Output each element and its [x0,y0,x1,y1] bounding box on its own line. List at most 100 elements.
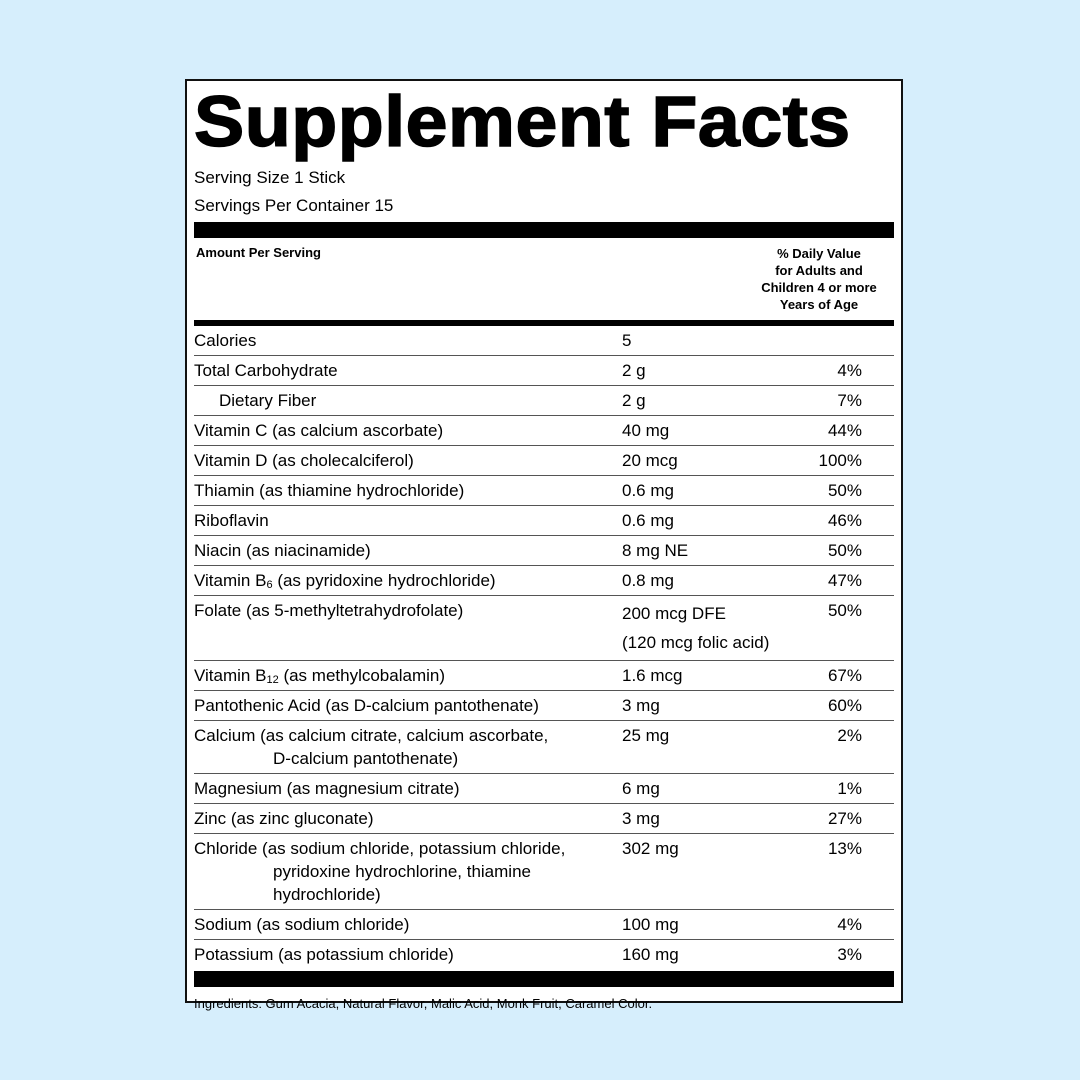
name-text: Potassium (as potassium chloride) [194,945,454,964]
amount: 20 mcg [622,449,802,472]
nutrient-name-line: Potassium (as potassium chloride) [194,943,622,966]
nutrient-name: Vitamin C (as calcium ascorbate) [194,419,622,442]
title: Supplement Facts [193,83,851,162]
daily-value: 4% [837,361,862,380]
nutrient-name-line: Sodium (as sodium chloride) [194,913,622,936]
nutrient-row: Folate (as 5-methyltetrahydrofolate) 200 … [194,596,894,661]
amount-value: 20 mcg [622,451,678,470]
name-text: Magnesium (as magnesium citrate) [194,779,460,798]
nutrient-row: Chloride (as sodium chloride, potassium … [194,834,894,910]
nutrient-name-line: Vitamin C (as calcium ascorbate) [194,419,622,442]
nutrient-name-line: Vitamin D (as cholecalciferol) [194,449,622,472]
amount-value: 25 mg [622,726,670,745]
nutrient-row: Sodium (as sodium chloride) 100 mg 4% [194,910,894,940]
name-text: Riboflavin [194,511,269,530]
amount-value: 40 mg [622,421,670,440]
nutrient-row: Dietary Fiber 2 g 7% [194,386,894,416]
nutrient-row: Calories 5 [194,326,894,356]
daily-value-header: % Daily Value for Adults and Children 4 or… [744,245,894,313]
amount-value: 2 g [622,361,646,380]
daily-value: 44% [827,421,862,440]
nutrient-name-line: hydrochloride) [273,885,381,904]
name-text: Calories [194,331,257,350]
nutrient-row: Magnesium (as magnesium citrate) 6 mg 1% [194,774,894,804]
name-text: Zinc (as zinc gluconate) [194,809,374,828]
amount: 0.6 mg [622,509,802,532]
nutrient-name-line: Total Carbohydrate [194,359,622,382]
nutrient-name-line: Thiamin (as thiamine hydrochloride) [194,479,622,502]
nutrient-row: Total Carbohydrate 2 g 4% [194,356,894,386]
amount-value: 3 mg [622,809,660,828]
name-text: Folate (as 5-methyltetrahydrofolate) [194,601,464,620]
amount-value: 200 mcg DFE [622,604,726,623]
amount: 6 mg [622,777,802,800]
daily-value: 46% [827,511,862,530]
amount-value: 2 g [622,391,646,410]
daily-value-header-line: % Daily Value [777,246,861,261]
nutrient-name: Dietary Fiber [194,389,622,412]
nutrient-name-line: Vitamin B12 (as methylcobalamin) [194,664,622,687]
nutrient-name-line: Magnesium (as magnesium citrate) [194,777,622,800]
nutrient-name: Zinc (as zinc gluconate) [194,807,622,830]
daily-value: 50% [827,541,862,560]
amount: 100 mg [622,913,802,936]
thick-rule [194,971,894,987]
nutrient-name-line: Folate (as 5-methyltetrahydrofolate) [194,599,622,622]
daily-value: 4% [837,915,862,934]
daily-value-header-line: Children 4 or more [761,280,877,295]
amount: 3 mg [622,694,802,717]
name-subscript: 12 [266,674,279,686]
nutrient-name-line: Chloride (as sodium chloride, potassium … [194,837,622,860]
nutrient-row: Vitamin D (as cholecalciferol) 20 mcg 100% [194,446,894,476]
name-text: Niacin (as niacinamide) [194,541,371,560]
nutrient-name: Folate (as 5-methyltetrahydrofolate) [194,599,622,657]
nutrient-row: Vitamin C (as calcium ascorbate) 40 mg 44% [194,416,894,446]
amount: 160 mg [622,943,802,966]
amount-value: 302 mg [622,839,679,858]
daily-value: 100% [818,451,862,470]
amount-value: 1.6 mcg [622,666,683,685]
nutrient-name: Vitamin B6 (as pyridoxine hydrochloride) [194,569,622,592]
ingredients: Ingredients: Gum Acacia, Natural Flavor,… [194,996,653,1011]
nutrient-name-line: Zinc (as zinc gluconate) [194,807,622,830]
amount: 0.8 mg [622,569,802,592]
nutrient-table: Calories 5 Total Carbohydrate 2 g 4% Dietary … [194,326,894,969]
amount-value: 0.6 mg [622,511,674,530]
thick-rule [194,222,894,238]
nutrient-name: Chloride (as sodium chloride, potassium … [194,837,622,906]
amount-note: (120 mcg folic acid) [622,633,770,652]
nutrient-name: Thiamin (as thiamine hydrochloride) [194,479,622,502]
nutrient-name: Pantothenic Acid (as D-calcium pantothen… [194,694,622,717]
nutrient-row: Thiamin (as thiamine hydrochloride) 0.6 m… [194,476,894,506]
amount: 5 [622,329,802,352]
daily-value-header-line: Years of Age [779,297,859,312]
nutrient-row: Pantothenic Acid (as D-calcium pantothen… [194,691,894,721]
nutrient-name-line: D-calcium pantothenate) [273,749,459,768]
nutrient-name: Vitamin D (as cholecalciferol) [194,449,622,472]
nutrient-name: Potassium (as potassium chloride) [194,943,622,966]
amount: 25 mg [622,724,802,770]
daily-value: 50% [827,481,862,500]
nutrient-name-line: Pantothenic Acid (as D-calcium pantothen… [194,694,622,717]
nutrient-row: Riboflavin 0.6 mg 46% [194,506,894,536]
name-text: Total Carbohydrate [194,361,338,380]
medium-rule [194,320,894,326]
amount-value: 160 mg [622,945,679,964]
nutrient-name: Calories [194,329,622,352]
nutrient-name-line: pyridoxine hydrochlorine, thiamine [273,862,531,881]
nutrient-name: Calcium (as calcium citrate, calcium asc… [194,724,622,770]
daily-value: 60% [827,696,862,715]
daily-value: 2% [837,726,862,745]
daily-value: 67% [827,666,862,685]
name-text: Pantothenic Acid (as D-calcium pantothen… [194,696,539,715]
amount-value: 6 mg [622,779,660,798]
nutrient-name-line: Niacin (as niacinamide) [194,539,622,562]
amount-header: Amount Per Serving [196,245,321,260]
nutrient-row: Vitamin B12 (as methylcobalamin) 1.6 mcg 6… [194,661,894,691]
amount-value: 5 [622,331,632,350]
amount: 200 mcg DFE (120 mcg folic acid) [622,599,802,657]
nutrient-name-line: Riboflavin [194,509,622,532]
amount: 0.6 mg [622,479,802,502]
nutrient-name: Vitamin B12 (as methylcobalamin) [194,664,622,687]
